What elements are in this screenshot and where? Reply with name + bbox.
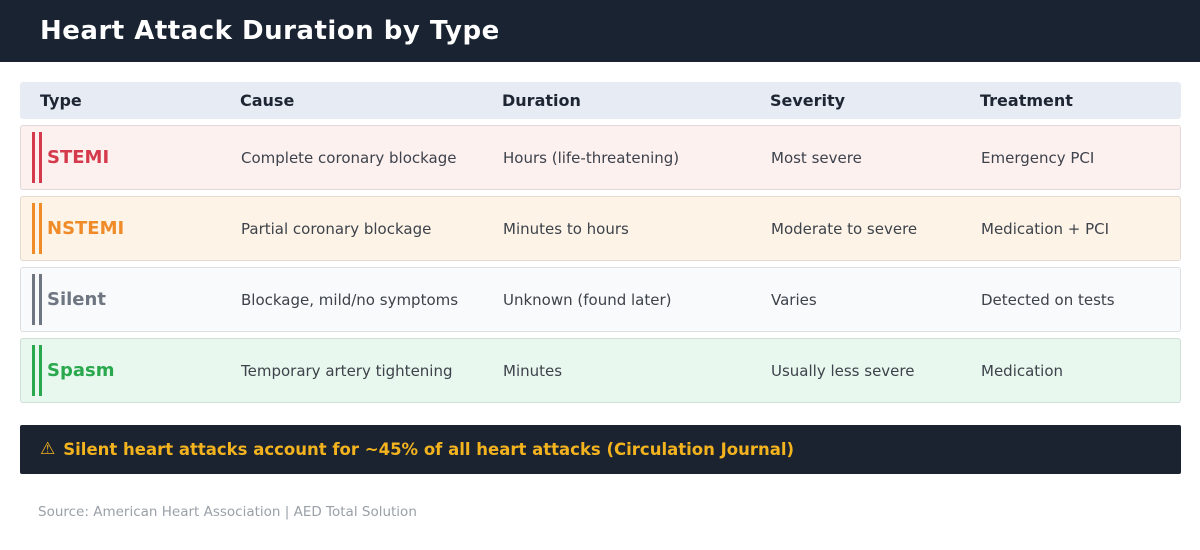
table-row: Silent Blockage, mild/no symptoms Unknow…: [20, 267, 1181, 332]
cell-type: NSTEMI: [21, 202, 221, 255]
page-title: Heart Attack Duration by Type: [40, 16, 500, 46]
cell-type: Spasm: [21, 344, 221, 397]
cell-severity: Varies: [771, 290, 817, 309]
cell-severity: Usually less severe: [771, 361, 915, 380]
column-header-treatment: Treatment: [980, 91, 1073, 110]
table-row: STEMI Complete coronary blockage Hours (…: [20, 125, 1181, 190]
type-label: Spasm: [32, 344, 114, 397]
cell-treatment: Medication: [981, 361, 1064, 380]
column-header-severity: Severity: [770, 91, 846, 110]
warning-banner: ⚠ Silent heart attacks account for ~45% …: [20, 425, 1181, 474]
cell-duration: Minutes: [503, 361, 563, 380]
cell-treatment: Emergency PCI: [981, 148, 1095, 167]
cell-severity: Most severe: [771, 148, 862, 167]
column-header-cause: Cause: [240, 91, 295, 110]
column-header-type: Type: [40, 91, 82, 110]
cell-cause: Blockage, mild/no symptoms: [241, 290, 459, 309]
table-body: STEMI Complete coronary blockage Hours (…: [20, 125, 1181, 403]
table-header-row: Type Cause Duration Severity Treatment: [20, 82, 1181, 119]
cell-treatment: Detected on tests: [981, 290, 1115, 309]
warning-text: Silent heart attacks account for ~45% of…: [63, 440, 795, 459]
comparison-table: Type Cause Duration Severity Treatment S…: [20, 82, 1181, 403]
cell-severity: Moderate to severe: [771, 219, 918, 238]
warning-icon: ⚠: [40, 439, 56, 459]
cell-duration: Unknown (found later): [503, 290, 672, 309]
cell-type: STEMI: [21, 131, 221, 184]
cell-cause: Temporary artery tightening: [241, 361, 453, 380]
type-label: Silent: [32, 273, 106, 326]
cell-duration: Minutes to hours: [503, 219, 629, 238]
title-bar: Heart Attack Duration by Type: [0, 0, 1200, 62]
cell-type: Silent: [21, 273, 221, 326]
cell-cause: Complete coronary blockage: [241, 148, 457, 167]
column-header-duration: Duration: [502, 91, 581, 110]
type-label: NSTEMI: [32, 202, 124, 255]
cell-cause: Partial coronary blockage: [241, 219, 432, 238]
source-attribution: Source: American Heart Association | AED…: [38, 504, 417, 520]
cell-duration: Hours (life-threatening): [503, 148, 680, 167]
cell-treatment: Medication + PCI: [981, 219, 1110, 238]
table-row: NSTEMI Partial coronary blockage Minutes…: [20, 196, 1181, 261]
table-row: Spasm Temporary artery tightening Minute…: [20, 338, 1181, 403]
type-label: STEMI: [32, 131, 109, 184]
